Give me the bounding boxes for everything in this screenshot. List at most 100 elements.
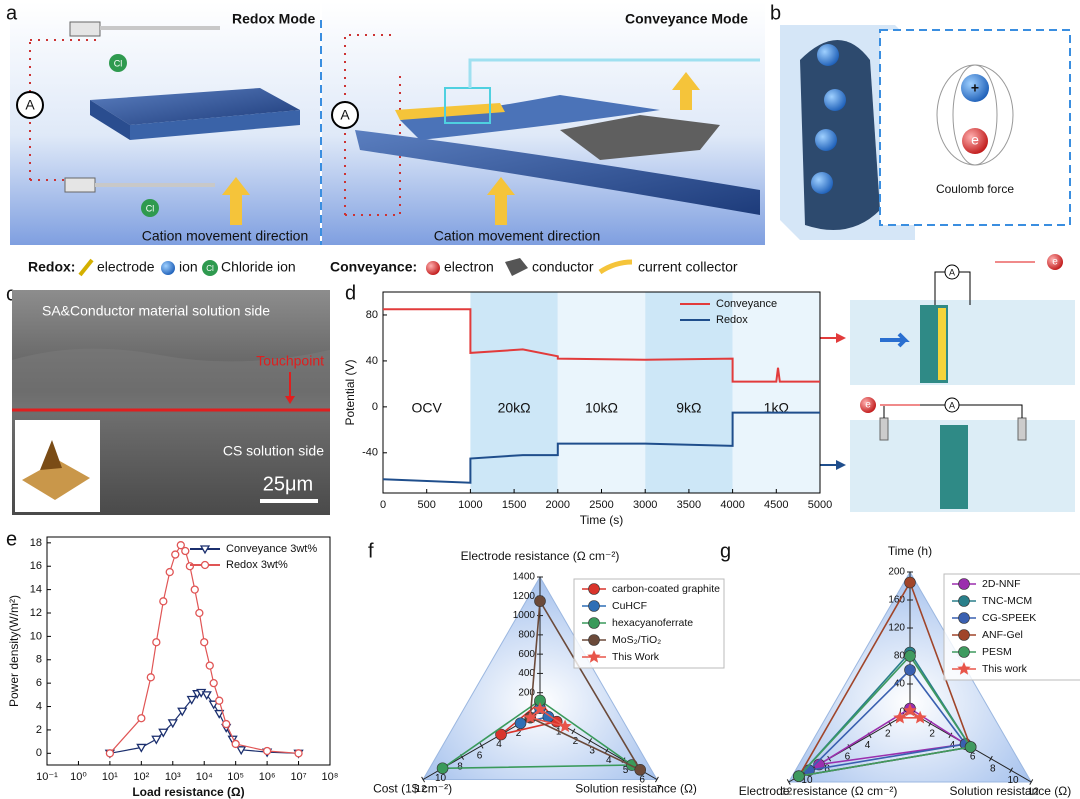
y-tick-label: 18 (30, 537, 42, 549)
marker (903, 703, 917, 717)
conductor (560, 115, 720, 160)
x-tick-label: 10² (133, 771, 149, 783)
flow-arrow (222, 177, 250, 225)
radar-axis-label: Solution resistance (Ω) (575, 782, 697, 796)
touch-arrowhead (285, 396, 295, 404)
plot-frame (46, 536, 331, 766)
marker (793, 770, 805, 782)
radar-tick-label: 40 (894, 679, 906, 690)
series-line (383, 308, 820, 383)
x-tick-label: 2000 (546, 499, 570, 511)
legend-item: electron (444, 259, 494, 275)
radar-tick-label: 6 (970, 752, 976, 763)
radar-tick-label: 12 (1028, 787, 1040, 798)
radar-series (818, 707, 968, 766)
radar-tick-label: 4 (606, 755, 612, 766)
radar-tick-label: 0 (899, 707, 905, 718)
ammeter-label: A (340, 107, 350, 123)
caption: Coulomb force (936, 182, 1014, 196)
legend-label: hexacyanoferrate (612, 617, 693, 629)
conductor-icon (505, 258, 528, 276)
marker (171, 550, 180, 559)
radar-tick-label: 4 (865, 740, 871, 751)
radar-tick-label: 120 (888, 623, 905, 634)
x-tick-label: 1000 (458, 499, 482, 511)
radar-tick-label: 10 (435, 773, 447, 784)
radar-tick-label: 2 (885, 728, 891, 739)
afm-peak (40, 440, 62, 470)
x-tick-label: 4500 (764, 499, 788, 511)
mode-title: Conveyance Mode (625, 11, 748, 27)
y-tick-label: 4 (36, 700, 42, 712)
x-tick-label: 10⁰ (70, 771, 87, 783)
x-tick-label: 4000 (720, 499, 744, 511)
region-label: OCV (412, 399, 443, 415)
radar-tick-label: 6 (639, 774, 645, 785)
panel-d-insets: A e A e (774, 254, 1075, 512)
radar-tick-label: 1000 (513, 610, 536, 621)
marker (136, 743, 147, 753)
region-label: 20kΩ (498, 399, 531, 415)
y-tick-label: 0 (36, 747, 42, 759)
marker (958, 646, 970, 658)
marker (195, 608, 204, 618)
cation (817, 44, 839, 66)
marker (167, 719, 178, 729)
cation (811, 172, 833, 194)
radar-tick-label: 2 (573, 736, 579, 747)
radar-axis-label: Electrode resistance (Ω cm⁻²) (739, 784, 898, 798)
ion-cluster (800, 40, 880, 230)
legend-label: CuHCF (612, 600, 647, 612)
radar-tick (847, 744, 852, 750)
marker (514, 717, 527, 730)
marker (105, 749, 115, 758)
legend-heading: Conveyance: (330, 259, 417, 275)
ion-icon (161, 261, 175, 275)
marker (588, 634, 600, 646)
legend-label: 2D-NNF (982, 578, 1021, 590)
y-tick-label: -40 (362, 447, 378, 459)
membrane-side (90, 100, 130, 140)
cation (815, 129, 837, 151)
legend-label: ANF-Gel (982, 629, 1023, 641)
x-tick-label: 5000 (808, 499, 832, 511)
marker (436, 762, 449, 775)
marker (176, 541, 185, 550)
x-tick-label: 3500 (677, 499, 701, 511)
marker (958, 578, 970, 590)
marker (958, 629, 970, 641)
membrane-top (400, 95, 660, 140)
chloride-icon (202, 260, 218, 276)
radar-tick (588, 738, 593, 744)
region-label: 1kΩ (764, 399, 789, 415)
circuit (29, 39, 100, 181)
radar-tick-label: 12 (416, 784, 428, 795)
x-tick-label: 10³ (165, 771, 181, 783)
y-tick-label: 14 (30, 584, 42, 596)
connector-head (836, 460, 846, 470)
electrode (69, 21, 101, 37)
electron (860, 397, 876, 413)
radar-tick-label: 10 (1007, 775, 1019, 786)
electron-label: e (865, 400, 871, 411)
radar-tick-label: 200 (518, 687, 535, 698)
membrane-side (130, 110, 300, 140)
marker (534, 595, 546, 607)
ammeter-label: A (949, 400, 955, 410)
membrane (940, 425, 968, 509)
legend-box (943, 573, 1080, 681)
region (470, 292, 558, 493)
marker (186, 695, 197, 705)
panel-letter: d (345, 282, 356, 304)
marker (209, 679, 218, 688)
cation (824, 89, 846, 111)
marker (158, 728, 169, 738)
radar-tick-label: 6 (477, 750, 483, 761)
panel-letter: b (770, 2, 781, 24)
legend-item: electrode (97, 259, 155, 275)
region (645, 292, 733, 493)
region (383, 292, 471, 493)
panel-letter: g (720, 540, 731, 562)
marker (215, 696, 224, 705)
y-axis-label: Power density(W/m²) (7, 595, 21, 707)
